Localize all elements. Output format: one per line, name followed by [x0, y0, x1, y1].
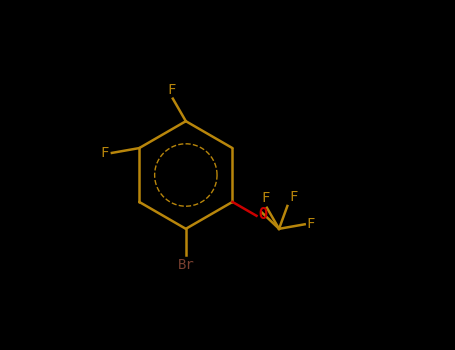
Text: O: O: [258, 206, 268, 222]
Text: F: F: [167, 83, 175, 97]
Text: F: F: [261, 191, 269, 205]
Text: F: F: [289, 190, 298, 204]
Text: F: F: [101, 146, 109, 160]
Text: F: F: [306, 217, 315, 231]
Text: Br: Br: [177, 258, 194, 272]
